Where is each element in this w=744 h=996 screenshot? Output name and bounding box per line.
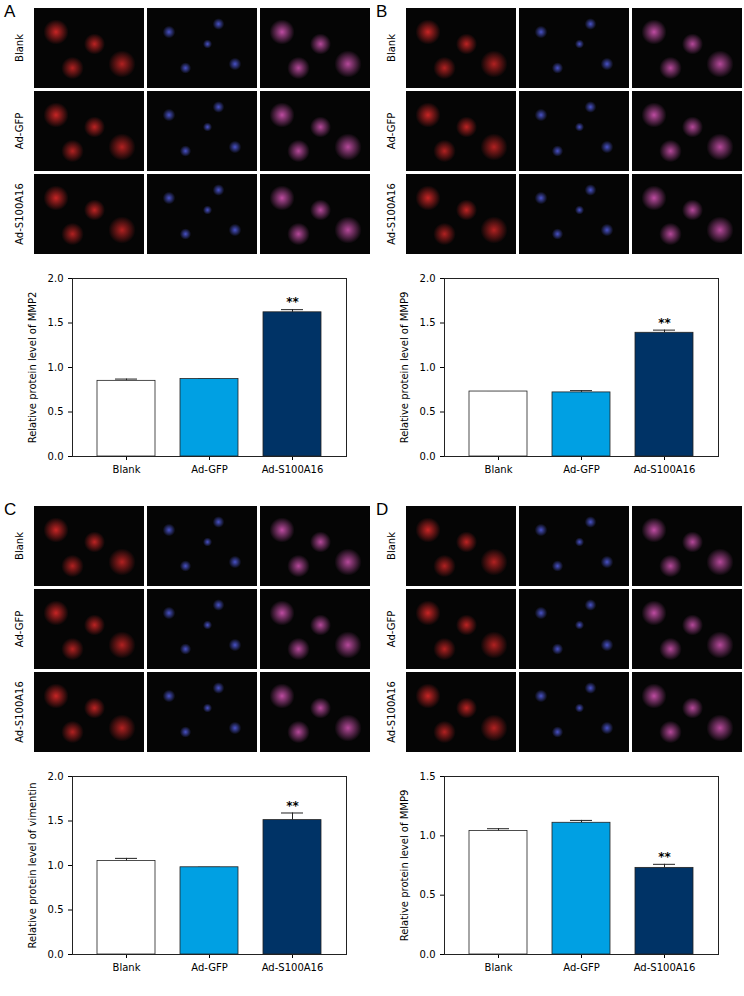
svg-text:0.5: 0.5: [420, 889, 436, 900]
svg-text:Blank: Blank: [113, 464, 141, 475]
svg-text:2.0: 2.0: [48, 273, 64, 284]
html-text:Ad-S100A16: Ad-S100A16: [386, 183, 397, 245]
svg-text:1.5: 1.5: [420, 771, 436, 782]
html-text:Ad-GFP: Ad-GFP: [386, 610, 397, 648]
svg-text:Blank: Blank: [113, 962, 141, 973]
svg-text:0.0: 0.0: [48, 451, 64, 462]
svg-text:0.0: 0.0: [420, 949, 436, 960]
svg-text:Relative protein level of MMP9: Relative protein level of MMP9: [399, 292, 410, 444]
svg-text:0.5: 0.5: [420, 406, 436, 417]
svg-text:Ad-S100A16: Ad-S100A16: [634, 962, 696, 973]
html-text:C: C: [4, 500, 17, 519]
svg-text:0.5: 0.5: [48, 406, 64, 417]
svg-text:**: **: [286, 295, 299, 309]
svg-text:1.5: 1.5: [420, 317, 436, 328]
svg-text:Ad-GFP: Ad-GFP: [563, 962, 600, 973]
svg-text:1.0: 1.0: [420, 362, 436, 373]
svg-text:Ad-S100A16: Ad-S100A16: [262, 464, 324, 475]
html-text:Ad-S100A16: Ad-S100A16: [14, 183, 25, 245]
html-text:D: D: [376, 500, 389, 519]
svg-text:0.0: 0.0: [48, 949, 64, 960]
svg-text:Ad-GFP: Ad-GFP: [191, 464, 228, 475]
svg-text:1.0: 1.0: [48, 860, 64, 871]
html-text:A: A: [4, 2, 16, 21]
html-text:Blank: Blank: [386, 532, 397, 560]
html-text:Ad-S100A16: Ad-S100A16: [386, 681, 397, 743]
html-text:Ad-S100A16: Ad-S100A16: [14, 681, 25, 743]
svg-text:Relative protein level of MMP2: Relative protein level of MMP2: [27, 292, 38, 444]
svg-text:Ad-S100A16: Ad-S100A16: [262, 962, 324, 973]
html-text:Ad-GFP: Ad-GFP: [14, 610, 25, 648]
html-text:Ad-GFP: Ad-GFP: [386, 112, 397, 150]
svg-text:1.0: 1.0: [420, 830, 436, 841]
svg-text:Blank: Blank: [485, 962, 513, 973]
svg-text:Relative protein level of MMP9: Relative protein level of MMP9: [399, 790, 410, 942]
svg-text:Ad-GFP: Ad-GFP: [191, 962, 228, 973]
html-text:Blank: Blank: [14, 34, 25, 62]
svg-text:Relative protein level of vime: Relative protein level of vimentin: [27, 783, 38, 949]
svg-text:**: **: [658, 850, 671, 864]
svg-text:0.0: 0.0: [420, 451, 436, 462]
html-text:Ad-GFP: Ad-GFP: [14, 112, 25, 150]
svg-text:Ad-GFP: Ad-GFP: [563, 464, 600, 475]
svg-text:**: **: [286, 799, 299, 813]
svg-text:Ad-S100A16: Ad-S100A16: [634, 464, 696, 475]
svg-text:1.5: 1.5: [48, 815, 64, 826]
html-text:Blank: Blank: [14, 532, 25, 560]
svg-text:1.0: 1.0: [48, 362, 64, 373]
svg-text:**: **: [658, 316, 671, 330]
svg-text:0.5: 0.5: [48, 904, 64, 915]
svg-text:1.5: 1.5: [48, 317, 64, 328]
svg-text:2.0: 2.0: [420, 273, 436, 284]
html-text:B: B: [376, 2, 388, 21]
html-text:Blank: Blank: [386, 34, 397, 62]
svg-text:Blank: Blank: [485, 464, 513, 475]
svg-text:2.0: 2.0: [48, 771, 64, 782]
